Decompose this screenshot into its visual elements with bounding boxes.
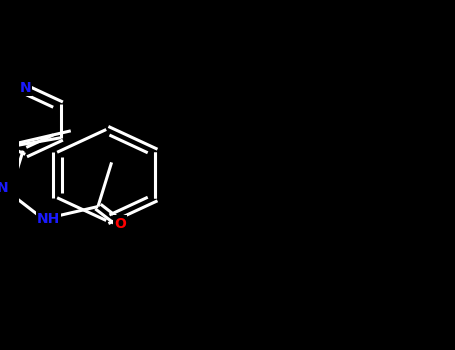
Text: N: N [0,181,9,195]
Text: N: N [20,81,31,95]
Text: NH: NH [37,212,61,226]
Text: O: O [114,217,126,231]
